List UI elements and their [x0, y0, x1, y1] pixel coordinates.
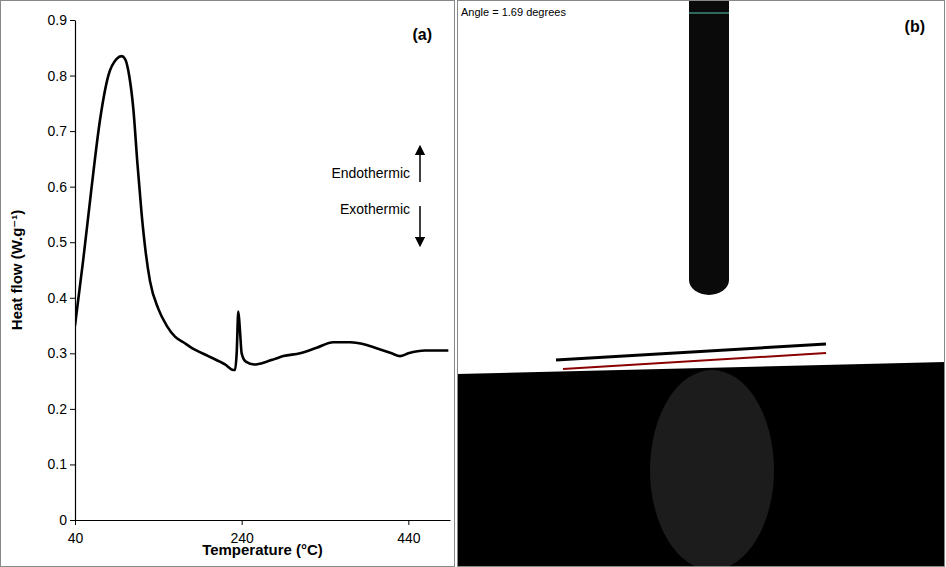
figure: 4024044000.10.20.30.40.50.60.70.80.9Temp… — [0, 0, 946, 567]
tick: 0.4 — [48, 290, 75, 306]
needle-top-line — [689, 12, 729, 14]
reflection — [650, 370, 774, 567]
tick-label: 0.4 — [48, 290, 68, 306]
tick-label: 0.1 — [48, 456, 68, 472]
tick-mark — [70, 353, 75, 354]
tick-mark — [70, 298, 75, 299]
tick-label: 0.7 — [48, 123, 68, 139]
y-axis-line — [75, 21, 76, 521]
arrow-down — [419, 206, 421, 242]
tick-label: 0 — [59, 512, 67, 528]
tick-label: 0.9 — [48, 12, 68, 28]
y-axis-title: Heat flow (W.g⁻¹) — [8, 210, 25, 330]
arrow-up — [419, 150, 421, 182]
tick-mark — [70, 242, 75, 243]
tick-label: 0.6 — [48, 179, 68, 195]
baseline-red — [563, 353, 826, 369]
tick: 440 — [397, 520, 421, 546]
tick-mark — [70, 20, 75, 21]
tick: 0.3 — [48, 345, 75, 361]
caption: Angle = 1.69 degrees — [461, 6, 566, 18]
tick: 0 — [59, 512, 75, 528]
tick-label: 0.2 — [48, 401, 68, 417]
tick: 40 — [68, 520, 84, 546]
tick-label: 40 — [68, 530, 84, 546]
panel-label: (a) — [412, 26, 432, 43]
tick-mark — [408, 520, 409, 525]
panel-b: Angle = 1.69 degrees (b) — [457, 0, 945, 567]
tick-label: 0.3 — [48, 345, 68, 361]
tick: 0.5 — [48, 234, 75, 250]
baseline-black — [556, 344, 826, 360]
tick-mark — [75, 520, 76, 525]
needle-tip — [689, 265, 729, 295]
annotation: Exothermic — [340, 201, 410, 217]
tick-mark — [70, 131, 75, 132]
tick: 0.7 — [48, 123, 75, 139]
tick-mark — [70, 520, 75, 521]
tick-mark — [242, 520, 243, 525]
tick: 0.9 — [48, 12, 75, 28]
panel-label: (b) — [905, 18, 925, 35]
tick: 0.6 — [48, 179, 75, 195]
plot-area — [75, 56, 448, 370]
tick-label: 440 — [397, 530, 421, 546]
tick-label: 0.8 — [48, 68, 68, 84]
x-axis-title: Temperature (°C) — [202, 541, 323, 558]
tick-mark — [70, 464, 75, 465]
annotation: Endothermic — [331, 165, 410, 181]
tick-label: 0.5 — [48, 234, 68, 250]
panel-border — [458, 1, 945, 567]
tick: 0.1 — [48, 456, 75, 472]
y-axis: 0 0.1 0.2 0.3 0.4 0.5 0.6 0.7 0.8 0.9 — [48, 12, 76, 528]
tick-mark — [70, 409, 75, 410]
panel-border — [1, 1, 455, 567]
data-line — [75, 56, 448, 370]
x-axis-line — [76, 520, 451, 521]
tick: 0.2 — [48, 401, 75, 417]
needle — [689, 0, 729, 280]
panel-a: 4024044000.10.20.30.40.50.60.70.80.9Temp… — [1, 1, 455, 567]
tick: 0.8 — [48, 68, 75, 84]
tick-mark — [70, 76, 75, 77]
tick-mark — [70, 187, 75, 188]
